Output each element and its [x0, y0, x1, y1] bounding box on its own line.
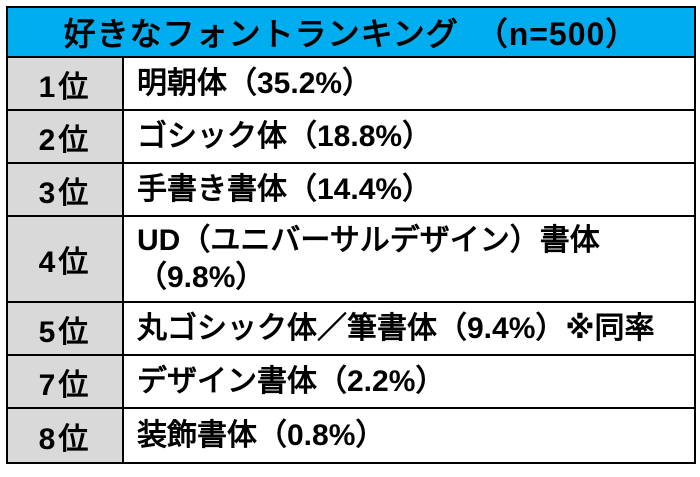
table-row: 4位 UD（ユニバーサルデザイン）書体 （9.8%）	[8, 215, 694, 301]
font-label-cell: デザイン書体（2.2%）	[137, 364, 446, 398]
font-label-cell: 丸ゴシック体／筆書体（9.4%）※同率	[137, 311, 655, 345]
rank-cell: 4位	[8, 217, 124, 301]
table-row: 8位 装飾書体（0.8%）	[8, 407, 694, 462]
table-title: 好きなフォントランキング （n=500）	[63, 16, 639, 52]
font-label-cell: 手書き書体（14.4%）	[137, 172, 433, 206]
table-body: 1位 明朝体（35.2%） 2位 ゴシック体（18.8%） 3位 手書き書体（1…	[8, 58, 694, 462]
rank-cell: 8位	[8, 409, 124, 462]
ranking-table: 好きなフォントランキング （n=500） 1位 明朝体（35.2%） 2位 ゴシ…	[6, 6, 696, 464]
font-label-cell: UD（ユニバーサルデザイン）書体 （9.8%）	[137, 223, 600, 295]
rank-cell: 1位	[8, 58, 124, 109]
rank-cell: 3位	[8, 164, 124, 215]
rank-cell: 5位	[8, 303, 124, 354]
rank-cell: 7位	[8, 356, 124, 407]
font-label-cell: 明朝体（35.2%）	[137, 66, 373, 100]
table-row: 5位 丸ゴシック体／筆書体（9.4%）※同率	[8, 301, 694, 354]
table-row: 7位 デザイン書体（2.2%）	[8, 354, 694, 407]
table-row: 2位 ゴシック体（18.8%）	[8, 109, 694, 162]
table-row: 1位 明朝体（35.2%）	[8, 58, 694, 109]
font-label-cell: ゴシック体（18.8%）	[137, 119, 433, 153]
rank-cell: 2位	[8, 111, 124, 162]
table-title-bar: 好きなフォントランキング （n=500）	[8, 8, 694, 58]
table-row: 3位 手書き書体（14.4%）	[8, 162, 694, 215]
font-label-cell: 装飾書体（0.8%）	[137, 418, 386, 452]
